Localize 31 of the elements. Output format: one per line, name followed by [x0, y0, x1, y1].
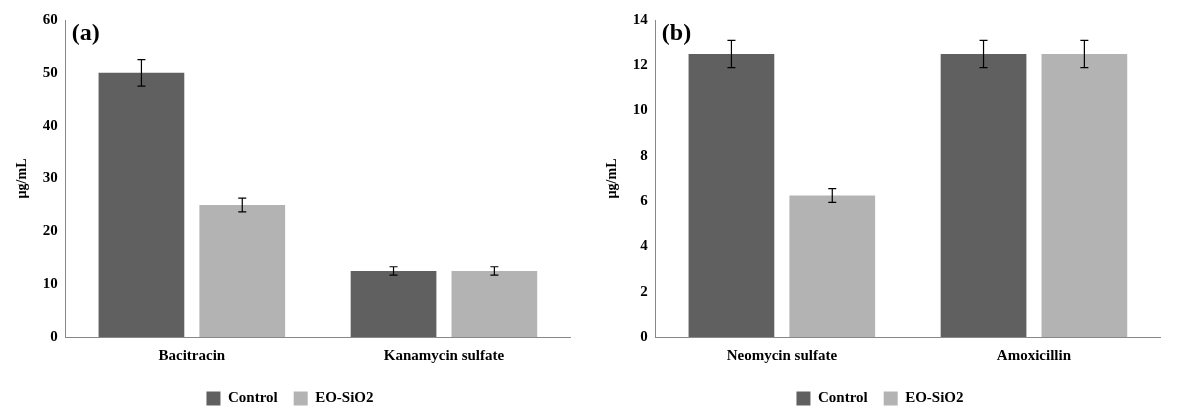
y-tick-label: 20 — [42, 222, 58, 239]
bar — [350, 270, 437, 337]
y-axis-title: µg/mL — [14, 158, 30, 199]
y-tick-label: 2 — [640, 282, 648, 299]
y-tick-label: 10 — [42, 275, 58, 292]
y-tick-label: 12 — [632, 56, 648, 73]
y-tick-label: 14 — [632, 10, 649, 27]
y-tick-label: 8 — [640, 146, 648, 163]
y-tick-label: 6 — [640, 192, 649, 209]
y-tick-label: 0 — [50, 327, 58, 344]
y-tick-label: 50 — [42, 63, 58, 80]
x-tick-label: Kanamycin sulfate — [383, 346, 505, 363]
y-tick-label: 10 — [632, 101, 648, 118]
x-tick-label: Amoxicillin — [996, 346, 1072, 363]
y-axis-title: µg/mL — [604, 158, 620, 199]
legend-label: Control — [817, 389, 868, 406]
legend-label: EO-SiO2 — [905, 389, 964, 406]
y-tick-label: 60 — [42, 10, 58, 27]
bar — [98, 72, 185, 337]
y-tick-label: 4 — [640, 237, 649, 254]
legend-label: EO-SiO2 — [315, 389, 374, 406]
chart-title: (b) — [661, 19, 692, 46]
legend-label: Control — [227, 389, 278, 406]
bar — [199, 204, 286, 337]
x-tick-label: Bacitracin — [158, 346, 226, 363]
y-tick-label: 40 — [42, 116, 58, 133]
chart-title: (a) — [71, 19, 100, 46]
y-tick-label: 30 — [42, 169, 58, 186]
y-tick-label: 0 — [640, 327, 648, 344]
bar — [451, 270, 538, 337]
x-tick-label: Neomycin sulfate — [726, 346, 838, 363]
